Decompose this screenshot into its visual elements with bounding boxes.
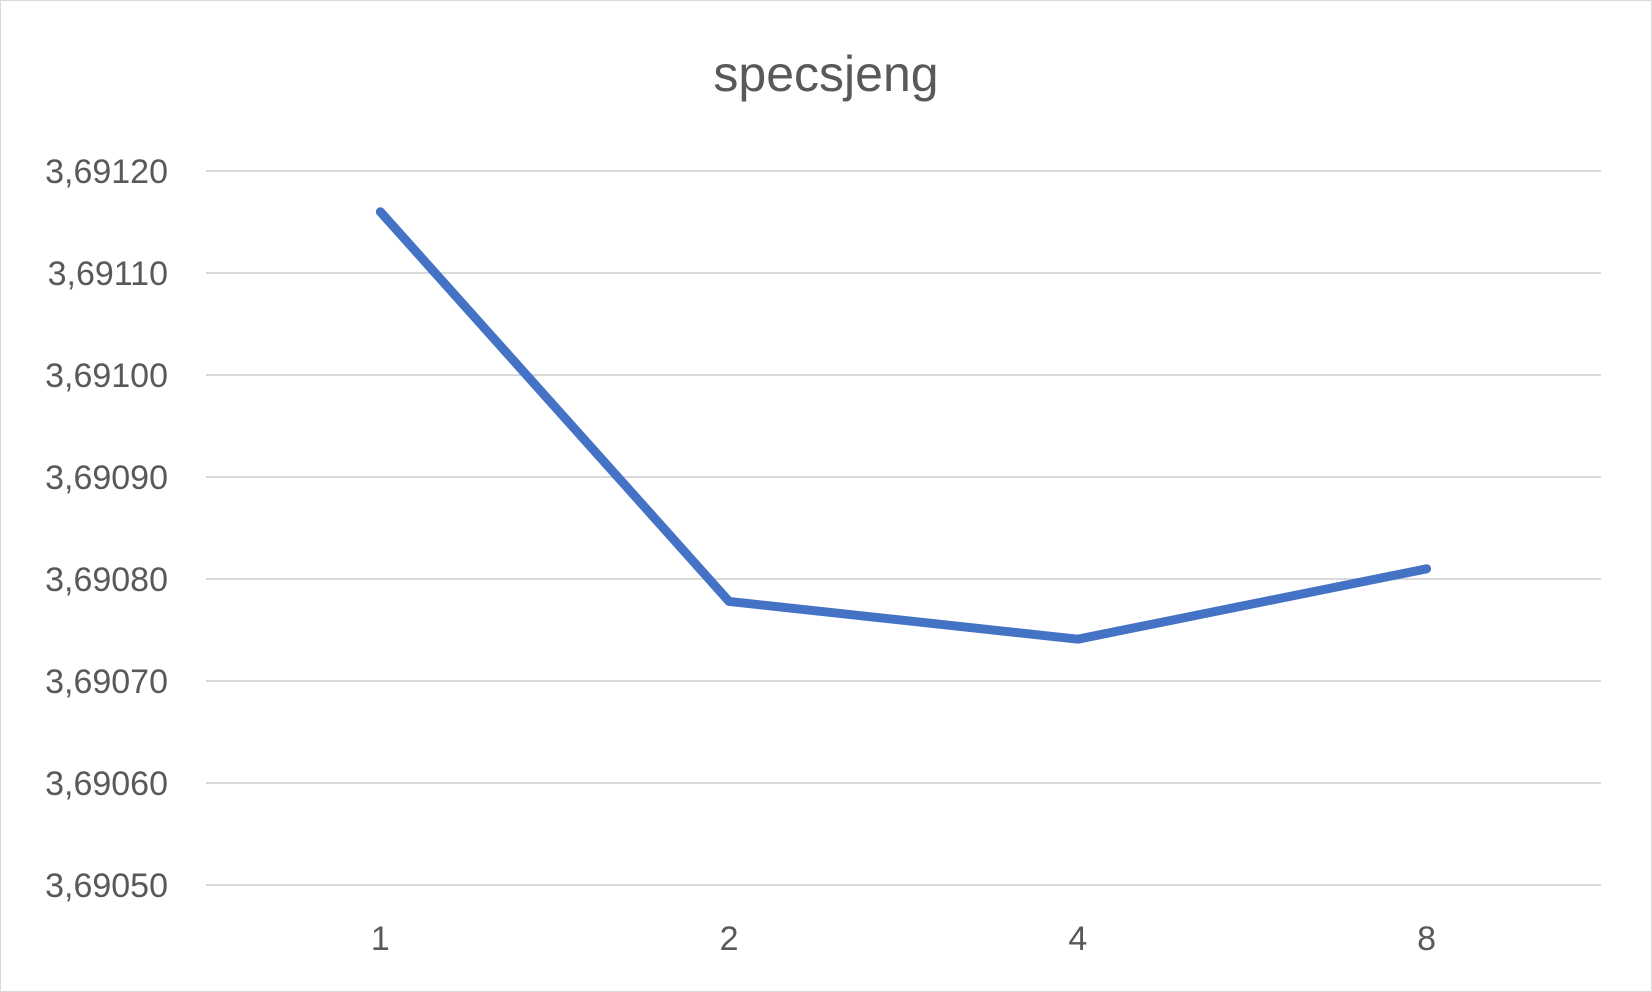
chart-title: specsjeng	[713, 46, 939, 102]
y-tick-label: 3,69110	[48, 255, 168, 293]
data-point	[1426, 568, 1428, 570]
x-axis-tick-labels: 1 2 4 8	[371, 920, 1436, 958]
data-point	[1077, 638, 1079, 640]
x-tick-label: 4	[1068, 920, 1087, 958]
grid-lines	[206, 170, 1601, 886]
data-point	[728, 600, 730, 602]
y-tick-label: 3,69080	[45, 561, 168, 599]
y-tick-label: 3,69120	[45, 153, 168, 191]
y-tick-label: 3,69050	[45, 867, 168, 905]
series-layer	[375, 207, 1432, 644]
y-tick-label: 3,69090	[45, 459, 168, 497]
y-tick-label: 3,69100	[45, 357, 168, 395]
x-tick-label: 1	[371, 920, 390, 958]
x-tick-label: 8	[1417, 920, 1436, 958]
y-tick-label: 3,69060	[45, 765, 168, 803]
x-tick-label: 2	[720, 920, 739, 958]
data-point	[379, 211, 381, 213]
y-tick-label: 3,69070	[45, 663, 168, 701]
y-axis-tick-labels: 3,69050 3,69060 3,69070 3,69080 3,69090 3,691…	[45, 153, 168, 905]
series-line	[375, 207, 1432, 644]
